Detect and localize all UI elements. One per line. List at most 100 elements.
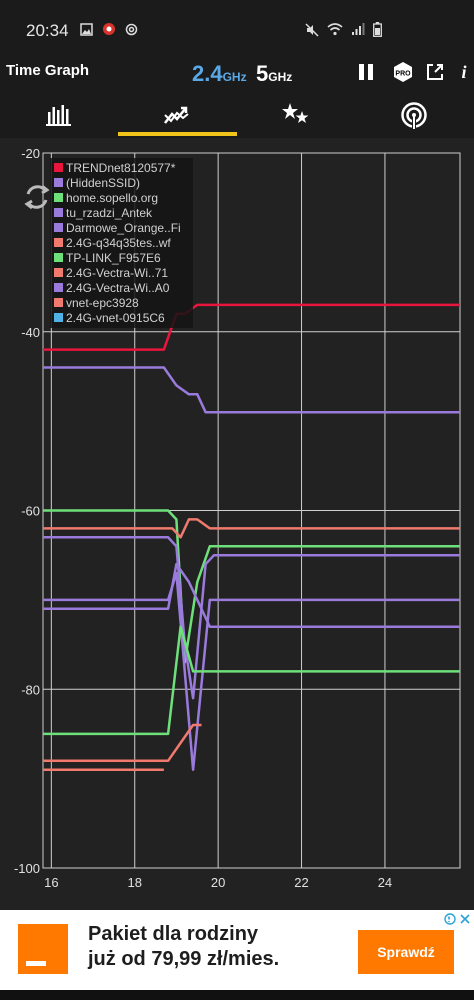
legend-swatch xyxy=(54,208,63,217)
ghz-unit-label: GHz xyxy=(222,70,247,84)
series-line xyxy=(43,625,460,736)
legend-swatch xyxy=(54,268,63,277)
band-5-label: 5 xyxy=(256,61,269,86)
legend-item: home.sopello.org xyxy=(54,190,189,205)
legend-label: TRENDnet8120577* xyxy=(66,160,176,175)
pause-icon xyxy=(359,64,373,80)
legend-swatch xyxy=(54,283,63,292)
navigation-bar xyxy=(0,990,474,1000)
x-tick-label: 20 xyxy=(211,875,225,890)
band-2-4ghz-toggle[interactable]: 2.4GHz xyxy=(192,61,247,87)
series-line xyxy=(43,518,460,539)
legend-label: (HiddenSSID) xyxy=(66,175,141,190)
legend-label: 2.4G-Vectra-Wi..A0 xyxy=(66,280,170,295)
series-line xyxy=(43,366,460,414)
series-line xyxy=(43,723,202,763)
legend-item: 2.4G-Vectra-Wi..71 xyxy=(54,265,189,280)
series-line xyxy=(43,571,460,771)
bar-chart-icon xyxy=(46,105,71,126)
trend-line-icon xyxy=(164,106,189,124)
refresh-button[interactable] xyxy=(22,182,52,212)
legend-label: vnet-epc3928 xyxy=(66,295,139,310)
ad-cta-button[interactable]: Sprawdź xyxy=(358,930,454,974)
legend-item: TP-LINK_F957E6 xyxy=(54,250,189,265)
legend-item: Darmowe_Orange..Fi xyxy=(54,220,189,235)
orange-logo xyxy=(18,924,68,974)
notification-icons xyxy=(80,22,138,36)
status-time: 20:34 xyxy=(26,21,69,40)
ad-text: Pakiet dla rodziny już od 79,99 zł/mies. xyxy=(88,922,348,972)
ad-banner[interactable]: Pakiet dla rodziny już od 79,99 zł/mies.… xyxy=(0,910,474,1000)
legend-label: 2.4G-q34q35tes..wf xyxy=(66,235,171,250)
legend-item: vnet-epc3928 xyxy=(54,295,189,310)
image-icon xyxy=(80,22,93,36)
cell-signal-icon xyxy=(352,23,365,35)
x-tick-label: 22 xyxy=(294,875,308,890)
legend-item: tu_rzadzi_Antek xyxy=(54,205,189,220)
legend-item: 2.4G-Vectra-Wi..A0 xyxy=(54,280,189,295)
legend-label: tu_rzadzi_Antek xyxy=(66,205,153,220)
open-external-icon xyxy=(427,64,443,80)
stars-icon xyxy=(282,103,309,123)
legend-swatch xyxy=(54,238,63,247)
legend-label: 2.4G-Vectra-Wi..71 xyxy=(66,265,169,280)
legend-swatch xyxy=(54,178,63,187)
tab-time-graph[interactable] xyxy=(118,92,236,138)
ad-headline: Pakiet dla rodziny xyxy=(88,923,259,945)
x-tick-label: 16 xyxy=(44,875,58,890)
y-tick-label: -20 xyxy=(21,146,40,161)
tab-channel-graph[interactable] xyxy=(0,92,118,138)
legend-label: Darmowe_Orange..Fi xyxy=(66,220,181,235)
y-tick-label: -40 xyxy=(21,325,40,340)
y-tick-label: -60 xyxy=(21,504,40,519)
legend-item: (HiddenSSID) xyxy=(54,175,189,190)
legend-swatch xyxy=(54,163,63,172)
orange-logo-bar xyxy=(26,961,46,966)
chart-legend: TRENDnet8120577* (HiddenSSID) home.sopello… xyxy=(50,158,193,328)
series-line xyxy=(43,509,460,664)
legend-label: home.sopello.org xyxy=(66,190,159,205)
ghz-unit-label: GHz xyxy=(268,70,293,84)
pause-button[interactable] xyxy=(354,60,378,84)
close-icon xyxy=(460,914,470,924)
x-tick-label: 24 xyxy=(378,875,392,890)
y-tick-label: -100 xyxy=(14,861,40,876)
status-bar: 20:34 xyxy=(0,0,474,62)
mute-icon xyxy=(305,22,319,37)
tab-signal-meter[interactable] xyxy=(355,92,473,138)
legend-label: 2.4G-vnet-0915C6 xyxy=(66,310,165,325)
ad-choices[interactable] xyxy=(438,910,474,928)
legend-label: TP-LINK_F957E6 xyxy=(66,250,161,265)
ad-subline: już od 79,99 zł/mies. xyxy=(88,948,280,970)
pro-button[interactable]: PRO xyxy=(391,60,415,84)
legend-swatch xyxy=(54,298,63,307)
app-bar: Time Graph 2.4GHz 5GHz PRO i xyxy=(0,52,474,92)
wifi-signal-icon xyxy=(401,102,427,129)
svg-text:PRO: PRO xyxy=(395,71,411,78)
band-5ghz-toggle[interactable]: 5GHz xyxy=(256,61,292,87)
page-title: Time Graph xyxy=(6,62,90,79)
battery-icon xyxy=(373,22,382,37)
chart-svg: 16 18 20 22 24 -20 -40 -60 -80 -100 xyxy=(14,146,461,890)
info-button[interactable]: i xyxy=(452,60,474,84)
band-2-4-label: 2.4 xyxy=(192,61,223,86)
app-notification-icon xyxy=(103,23,115,35)
svg-text:i: i xyxy=(461,62,466,82)
legend-item: TRENDnet8120577* xyxy=(54,160,189,175)
system-icons xyxy=(305,22,382,37)
ad-choices-icon xyxy=(444,913,456,925)
series-line xyxy=(43,562,460,628)
active-tab-indicator xyxy=(118,132,237,136)
refresh-icon xyxy=(24,184,50,210)
tab-channel-rating[interactable] xyxy=(237,92,355,138)
legend-swatch xyxy=(54,253,63,262)
legend-item: 2.4G-q34q35tes..wf xyxy=(54,235,189,250)
wifi-icon xyxy=(327,23,343,36)
export-button[interactable] xyxy=(423,60,447,84)
legend-swatch xyxy=(54,313,63,322)
series-line xyxy=(43,536,460,700)
tab-bar xyxy=(0,92,474,138)
info-icon: i xyxy=(461,62,466,82)
pro-badge-icon: PRO xyxy=(394,62,412,82)
legend-swatch xyxy=(54,193,63,202)
